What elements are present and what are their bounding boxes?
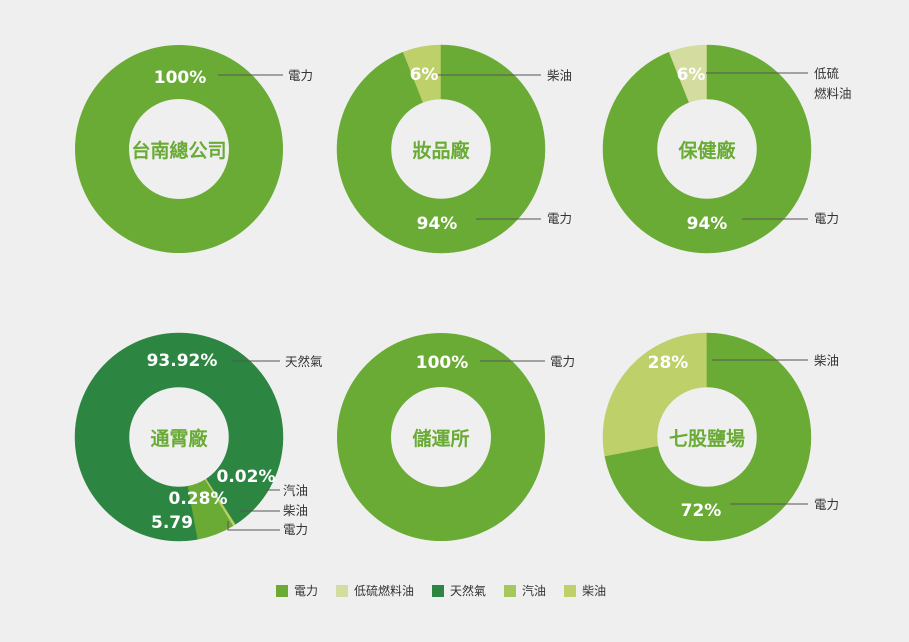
slice-value-label: 100%	[416, 353, 469, 373]
legend-swatch	[504, 584, 517, 597]
legend-item: 低硫燃料油	[336, 582, 414, 599]
callout-label: 電力	[814, 497, 839, 512]
legend-label: 電力	[294, 584, 319, 598]
donut-slice	[602, 44, 812, 254]
legend-label: 柴油	[582, 584, 607, 598]
legend-item: 電力	[276, 582, 318, 599]
callout-label: 電力	[814, 211, 839, 226]
callout-line	[227, 521, 280, 531]
legend-label: 低硫燃料油	[354, 584, 415, 598]
chart-center-title: 保健廠	[677, 139, 736, 162]
slice-value-label: 0.02%	[217, 467, 276, 487]
donut-slice	[187, 479, 234, 540]
callout-label: 低硫	[814, 66, 840, 81]
callout-label: 柴油	[283, 503, 308, 518]
chart-center-title: 儲運所	[412, 427, 469, 450]
legend-item: 柴油	[564, 582, 606, 599]
donut-slice	[602, 332, 708, 457]
callout-label: 柴油	[547, 68, 572, 83]
callout-label: 電力	[283, 522, 308, 537]
chart-center-title: 台南總公司	[131, 139, 226, 162]
slice-value-label: 28%	[648, 353, 689, 373]
callout-label: 天然氣	[285, 354, 323, 369]
legend-item: 天然氣	[432, 582, 486, 599]
donut-slice	[336, 44, 546, 254]
legend-item: 汽油	[504, 582, 546, 599]
slice-value-label: 6%	[410, 65, 439, 85]
slice-value-label: 5.79	[151, 513, 193, 533]
donut-slice	[604, 332, 812, 542]
legend: 電力 低硫燃料油 天然氣 汽油 柴油	[276, 582, 606, 599]
legend-swatch	[276, 584, 288, 597]
slice-value-label: 72%	[681, 501, 722, 521]
callout-label: 燃料油	[814, 86, 852, 101]
slice-value-label: 94%	[417, 214, 458, 234]
legend-swatch	[336, 584, 349, 597]
donut-slice	[337, 333, 545, 541]
callout-label: 柴油	[814, 353, 839, 368]
donut-chart: 儲運所 100% 電力	[337, 333, 575, 541]
chart-center-title: 妝品廠	[412, 139, 470, 162]
donut-slice	[74, 332, 284, 542]
callout-label: 電力	[550, 354, 575, 369]
slice-value-label: 6%	[677, 65, 706, 85]
legend-swatch	[432, 584, 445, 597]
callout-label: 汽油	[283, 483, 308, 498]
chart-center-title: 通霄廠	[150, 427, 208, 450]
callout-label: 電力	[547, 211, 572, 226]
slice-value-label: 0.28%	[169, 489, 228, 509]
donut-slice	[75, 45, 283, 253]
legend-label: 天然氣	[450, 584, 487, 598]
slice-value-label: 100%	[154, 68, 207, 88]
slice-value-label: 94%	[687, 214, 728, 234]
legend-label: 汽油	[522, 584, 547, 598]
donut-chart: 台南總公司 100% 電力	[75, 45, 313, 253]
slice-value-label: 93.92%	[147, 351, 218, 371]
callout-label: 電力	[288, 68, 313, 83]
chart-center-title: 七股鹽場	[669, 427, 745, 450]
legend-swatch	[564, 584, 577, 597]
